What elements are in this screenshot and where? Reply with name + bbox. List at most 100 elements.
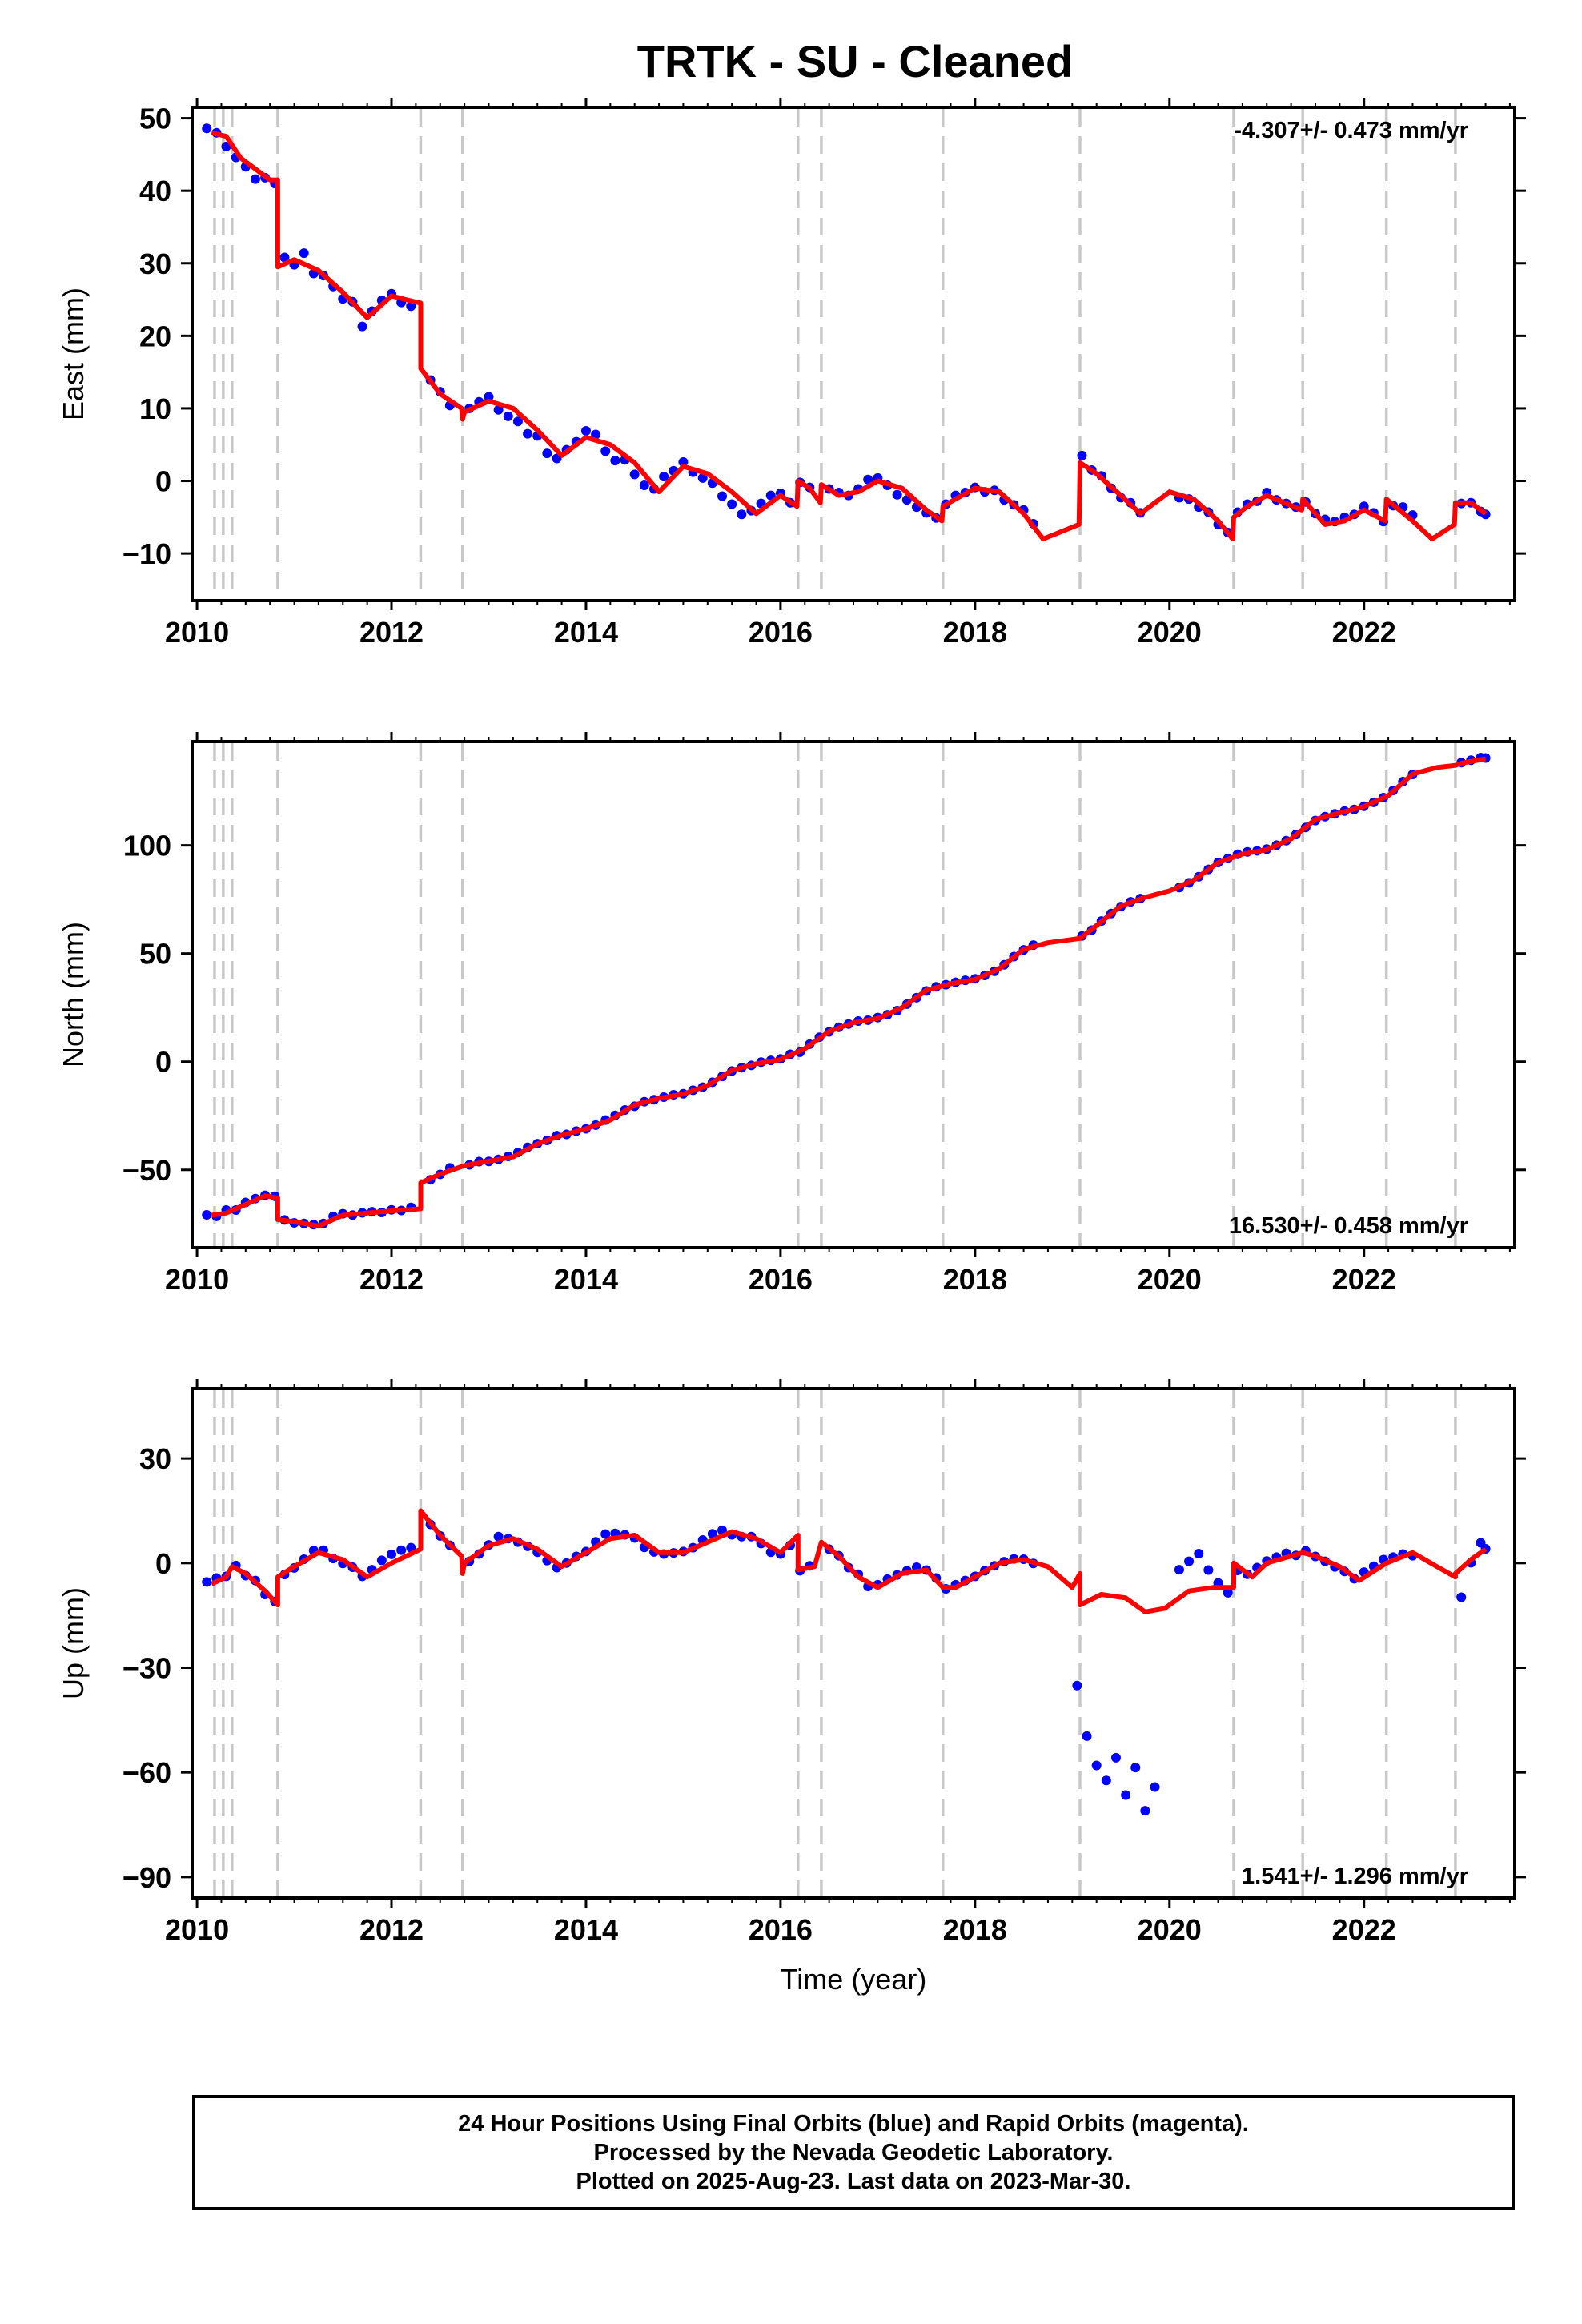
footer-line-plotted: Plotted on 2025-Aug-23. Last data on 202…: [576, 2169, 1131, 2194]
observation-point: [639, 480, 649, 490]
x-tick-label: 2014: [554, 1263, 618, 1296]
observation-point: [493, 404, 504, 415]
footer-line-orbits: 24 Hour Positions Using Final Orbits (bl…: [458, 2111, 1249, 2137]
x-tick-label: 2012: [359, 1913, 424, 1946]
x-tick-label: 2022: [1332, 1263, 1396, 1296]
observation-point: [357, 321, 367, 332]
observation-point: [523, 428, 533, 439]
east-rate-label: -4.307+/- 0.473 mm/yr: [1234, 118, 1468, 143]
observation-point: [1091, 1760, 1102, 1771]
x-tick-label: 2022: [1332, 616, 1396, 649]
observation-point: [600, 446, 611, 456]
observation-point: [707, 1529, 717, 1539]
x-tick-label: 2020: [1138, 1263, 1202, 1296]
x-tick-label: 2020: [1138, 616, 1202, 649]
observation-point: [542, 448, 552, 459]
x-tick-label: 2014: [554, 616, 618, 649]
observation-point: [591, 429, 601, 440]
y-tick-label: −90: [122, 1861, 171, 1894]
observation-point: [1184, 1556, 1195, 1566]
y-tick-label: 0: [155, 1046, 171, 1079]
y-tick-label: 0: [155, 1547, 171, 1580]
x-tick-label: 2012: [359, 1263, 424, 1296]
observation-point: [697, 472, 708, 483]
y-tick-label: 10: [139, 392, 171, 425]
north-plot-frame: [191, 740, 1516, 1249]
x-tick-label: 2010: [165, 616, 229, 649]
observation-point: [1140, 1806, 1150, 1816]
observation-point: [629, 469, 640, 480]
observation-point: [1150, 1782, 1160, 1792]
x-tick-label: 2016: [749, 1913, 813, 1946]
observation-point: [1456, 1592, 1467, 1602]
up-rate-label: 1.541+/- 1.296 mm/yr: [1242, 1864, 1468, 1889]
observation-point: [396, 1545, 407, 1555]
x-tick-label: 2018: [943, 1263, 1007, 1296]
observation-point: [1072, 1680, 1082, 1691]
observation-point: [484, 392, 494, 402]
observation-point: [202, 1577, 212, 1587]
observation-point: [610, 456, 620, 466]
observation-point: [503, 411, 513, 421]
y-tick-label: 40: [139, 175, 171, 207]
model-fit-line: [211, 1508, 1488, 1614]
y-tick-label: 50: [139, 103, 171, 135]
observation-point: [1101, 1775, 1111, 1786]
up-panel: 2010 2012 2014 2016 2018 2020 2022 30 0 −30 −60 −90…: [57, 1379, 1526, 1996]
x-tick-label: 2016: [749, 616, 813, 649]
observation-point: [1130, 1763, 1141, 1773]
footer-line-processed: Processed by the Nevada Geodetic Laborat…: [593, 2140, 1114, 2165]
y-tick-label: 0: [155, 465, 171, 498]
observation-point: [1194, 1549, 1204, 1559]
x-tick-label: 2016: [749, 1263, 813, 1296]
time-x-axis-label: Time (year): [781, 1963, 927, 1996]
y-tick-label: 30: [139, 1442, 171, 1475]
observation-point: [1203, 1565, 1214, 1575]
observation-point: [580, 426, 591, 436]
observation-point: [512, 416, 523, 427]
plot-title: TRTK - SU - Cleaned: [637, 36, 1073, 86]
observation-point: [727, 499, 737, 509]
observation-point: [659, 472, 669, 482]
observation-point: [202, 123, 212, 134]
observation-point: [863, 474, 873, 485]
observation-point: [765, 490, 776, 501]
observation-point: [1077, 450, 1087, 460]
model-fit-line: [211, 130, 1488, 541]
observation-point: [1223, 1587, 1233, 1598]
observation-point: [678, 456, 689, 467]
north-y-axis-label: North (mm): [57, 922, 90, 1068]
observation-point: [1110, 1752, 1121, 1763]
east-y-axis-label: East (mm): [57, 287, 90, 420]
observation-point: [892, 489, 902, 500]
observation-point: [279, 252, 290, 263]
x-tick-label: 2018: [943, 1913, 1007, 1946]
observation-point: [600, 1529, 611, 1539]
x-tick-label: 2014: [554, 1913, 618, 1946]
y-tick-label: 20: [139, 320, 171, 352]
y-tick-label: −50: [122, 1154, 171, 1187]
observation-point: [717, 491, 728, 501]
model-fit-line: [211, 756, 1487, 1228]
north-panel: 2010 2012 2014 2016 2018 2020 2022 100 50 0 −50 16…: [57, 732, 1526, 1296]
x-tick-label: 2018: [943, 616, 1007, 649]
up-y-axis-label: Up (mm): [57, 1587, 90, 1699]
observation-point: [1121, 1790, 1131, 1800]
x-tick-label: 2012: [359, 616, 424, 649]
observation-point: [737, 509, 747, 520]
east-plot-frame: [191, 106, 1516, 602]
observation-point: [387, 1549, 397, 1559]
y-tick-label: −30: [122, 1651, 171, 1684]
y-tick-label: 100: [123, 830, 171, 862]
observation-point: [1174, 1565, 1184, 1575]
observation-point: [493, 1531, 504, 1542]
x-tick-label: 2010: [165, 1263, 229, 1296]
observation-point: [202, 1209, 212, 1220]
y-tick-label: −10: [122, 537, 171, 570]
y-tick-label: 30: [139, 247, 171, 280]
y-tick-label: 50: [139, 938, 171, 971]
up-plot-frame: [191, 1387, 1516, 1900]
observation-point: [1082, 1731, 1092, 1741]
observation-point: [299, 248, 309, 259]
